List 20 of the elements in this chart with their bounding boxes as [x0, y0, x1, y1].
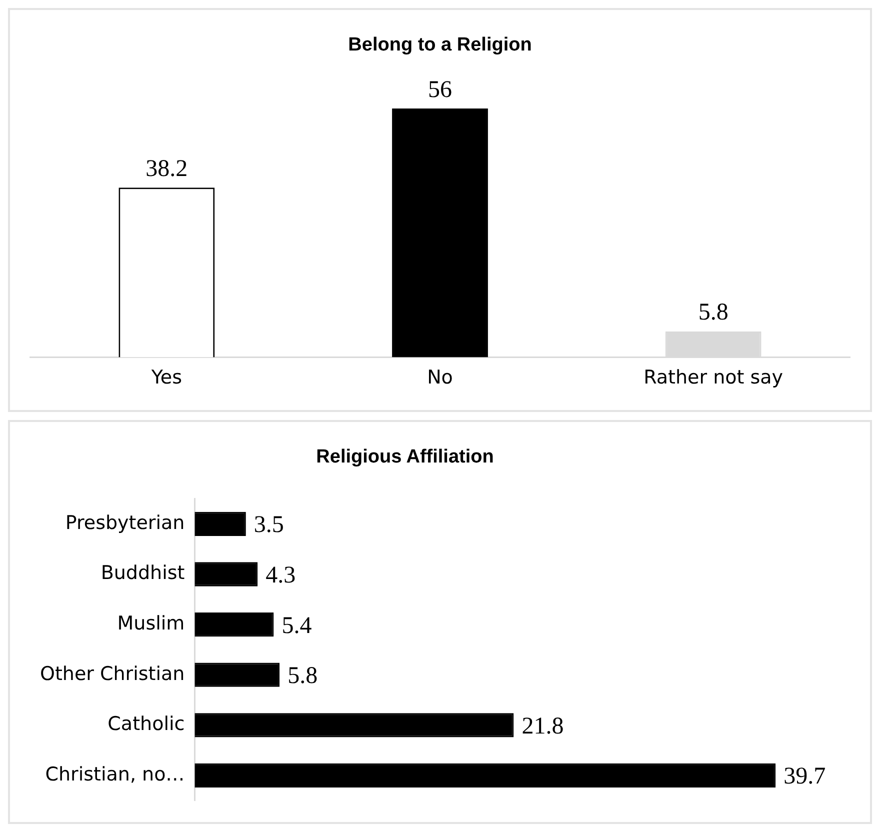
data-label: 38.2 [146, 156, 188, 182]
data-label: 39.7 [784, 764, 826, 790]
y-tick-label: Christian, no… [45, 763, 185, 786]
data-label: 3.5 [254, 512, 284, 538]
y-tick-label: Other Christian [40, 662, 185, 685]
x-tick-label: No [427, 366, 453, 389]
y-tick-label: Catholic [108, 713, 185, 736]
x-tick-label: Yes [150, 366, 182, 389]
y-tick-label: Presbyterian [65, 512, 185, 534]
data-label: 5.4 [282, 612, 312, 639]
y-tick-label: Muslim [117, 612, 185, 634]
chart-title: Religious Affiliation [316, 446, 494, 468]
data-label: 5.8 [698, 300, 728, 326]
x-tick-label: Rather not say [644, 366, 784, 389]
data-label: 21.8 [522, 713, 564, 740]
data-label: 5.8 [288, 663, 318, 690]
data-label: 56 [428, 76, 452, 103]
chart-title: Belong to a Religion [348, 34, 532, 56]
y-tick-label: Buddhist [100, 562, 185, 584]
data-label: 4.3 [266, 562, 296, 589]
